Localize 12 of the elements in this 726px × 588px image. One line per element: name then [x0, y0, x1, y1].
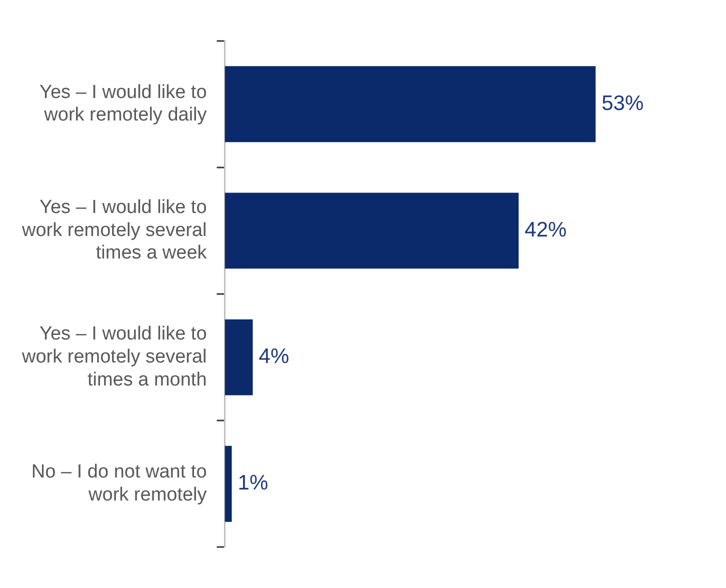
data-label: 53% [602, 92, 644, 115]
data-label: 42% [524, 218, 567, 242]
data-label: 1% [238, 472, 268, 495]
y-tick-label: Yes – I would like to work remotely daily [40, 82, 208, 126]
bar [224, 319, 253, 396]
y-tick-label: Yes – I would like to work remotely several times a month [20, 324, 207, 390]
bar [224, 446, 232, 522]
y-tick-label: No – I do not want to work remotely [31, 462, 208, 506]
bar [224, 66, 596, 142]
y-tick-label: Yes – I would like to work remotely several times a week [20, 197, 208, 264]
data-label: 4% [258, 345, 290, 368]
bar [224, 192, 519, 269]
